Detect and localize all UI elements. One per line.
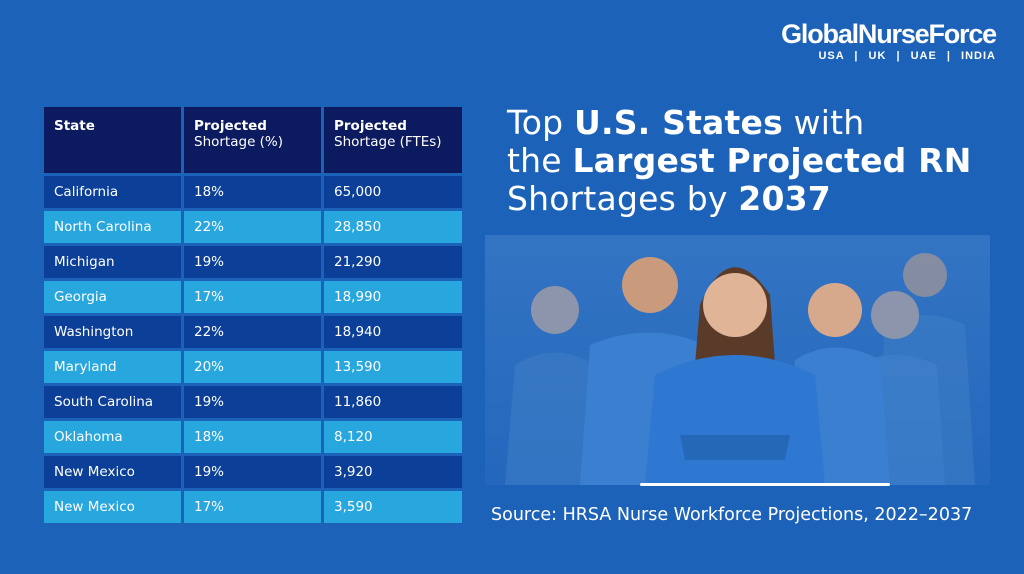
cell-state: New Mexico <box>44 491 181 523</box>
cell-state: California <box>44 176 181 208</box>
nurses-photo <box>485 235 990 485</box>
table-row: Michigan 19% 21,290 <box>44 246 462 278</box>
shortage-table: State Projected Shortage (%) Projected Sho… <box>41 104 465 526</box>
region-india: INDIA <box>961 50 996 62</box>
cell-shortage-pct: 22% <box>184 211 321 243</box>
header-shortage-pct: Projected Shortage (%) <box>184 107 321 173</box>
cell-state: Michigan <box>44 246 181 278</box>
cell-shortage-pct: 18% <box>184 176 321 208</box>
source-note: Source: HRSA Nurse Workforce Projections… <box>491 505 973 525</box>
table-row: Oklahoma 18% 8,120 <box>44 421 462 453</box>
cell-shortage-pct: 18% <box>184 421 321 453</box>
table-row: Maryland 20% 13,590 <box>44 351 462 383</box>
header-state: State <box>44 107 181 173</box>
cell-shortage-pct: 17% <box>184 281 321 313</box>
cell-shortage-fte: 8,120 <box>324 421 462 453</box>
cell-state: South Carolina <box>44 386 181 418</box>
table-row: Georgia 17% 18,990 <box>44 281 462 313</box>
cell-state: New Mexico <box>44 456 181 488</box>
cell-shortage-fte: 18,990 <box>324 281 462 313</box>
brand-regions: USA | UK | UAE | INDIA <box>818 50 996 62</box>
region-usa: USA <box>818 50 845 62</box>
cell-shortage-pct: 17% <box>184 491 321 523</box>
cell-shortage-pct: 20% <box>184 351 321 383</box>
table-row: New Mexico 19% 3,920 <box>44 456 462 488</box>
cell-shortage-fte: 18,940 <box>324 316 462 348</box>
table-row: North Carolina 22% 28,850 <box>44 211 462 243</box>
cell-state: Maryland <box>44 351 181 383</box>
cell-shortage-fte: 13,590 <box>324 351 462 383</box>
header-shortage-fte: Projected Shortage (FTEs) <box>324 107 462 173</box>
brand-logo: GlobalNurseForce USA | UK | UAE | INDIA <box>781 19 997 62</box>
table-row: New Mexico 17% 3,590 <box>44 491 462 523</box>
cell-shortage-fte: 21,290 <box>324 246 462 278</box>
page-title: Top U.S. States with the Largest Project… <box>507 103 972 218</box>
table-row: South Carolina 19% 11,860 <box>44 386 462 418</box>
cell-shortage-fte: 3,920 <box>324 456 462 488</box>
table-row: Washington 22% 18,940 <box>44 316 462 348</box>
cell-shortage-fte: 3,590 <box>324 491 462 523</box>
cell-state: Georgia <box>44 281 181 313</box>
cell-state: Oklahoma <box>44 421 181 453</box>
cell-shortage-fte: 11,860 <box>324 386 462 418</box>
cell-shortage-fte: 65,000 <box>324 176 462 208</box>
cell-shortage-pct: 22% <box>184 316 321 348</box>
table-row: California 18% 65,000 <box>44 176 462 208</box>
cell-shortage-pct: 19% <box>184 386 321 418</box>
region-uae: UAE <box>910 50 937 62</box>
brand-name: GlobalNurseForce <box>781 19 997 49</box>
cell-state: Washington <box>44 316 181 348</box>
cell-shortage-pct: 19% <box>184 456 321 488</box>
cell-shortage-pct: 19% <box>184 246 321 278</box>
cell-state: North Carolina <box>44 211 181 243</box>
cell-shortage-fte: 28,850 <box>324 211 462 243</box>
divider-line <box>640 483 890 486</box>
region-uk: UK <box>868 50 887 62</box>
